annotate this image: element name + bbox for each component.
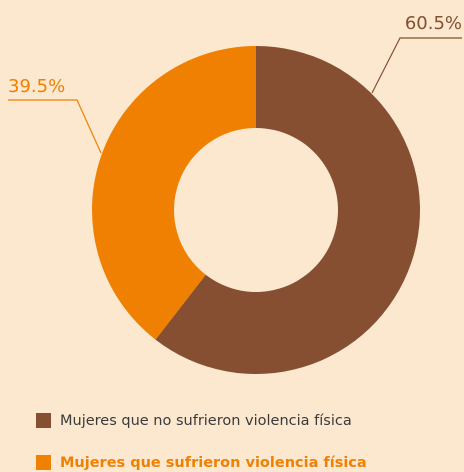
legend-swatch: [36, 455, 51, 470]
legend-label: Mujeres que no sufrieron violencia físic…: [60, 413, 352, 429]
donut-slice: [155, 46, 421, 374]
value-label: 39.5%: [8, 76, 65, 97]
legend-label: Mujeres que sufrieron violencia física: [60, 455, 367, 471]
leader-line: [8, 99, 102, 154]
donut-slice: [92, 46, 256, 340]
leader-line: [371, 37, 462, 94]
legend-swatch: [36, 413, 51, 428]
slices: [92, 46, 421, 374]
value-label: 60.5%: [405, 13, 462, 34]
